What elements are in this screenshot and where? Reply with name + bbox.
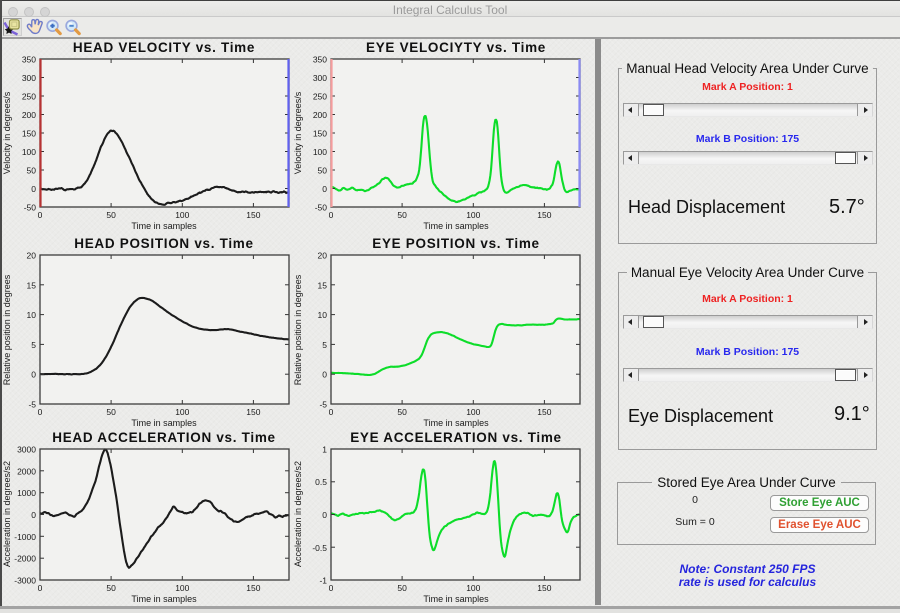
svg-text:100: 100	[175, 583, 189, 593]
svg-text:100: 100	[175, 210, 189, 220]
svg-text:100: 100	[22, 147, 36, 157]
svg-text:250: 250	[313, 92, 327, 102]
svg-text:Relative position in degrees: Relative position in degrees	[293, 274, 303, 385]
svg-text:100: 100	[175, 407, 189, 417]
svg-text:15: 15	[27, 280, 37, 290]
svg-text:Velocity in degrees/s: Velocity in degrees/s	[2, 91, 12, 174]
svg-text:Velocity in degrees/s: Velocity in degrees/s	[293, 91, 303, 174]
svg-text:0: 0	[322, 370, 327, 380]
svg-text:Time in samples: Time in samples	[423, 221, 489, 231]
svg-text:1000: 1000	[17, 488, 36, 498]
svg-text:10: 10	[318, 310, 328, 320]
svg-text:0: 0	[38, 210, 43, 220]
svg-text:HEAD POSITION vs. Time: HEAD POSITION vs. Time	[74, 236, 253, 251]
svg-text:350: 350	[313, 55, 327, 65]
svg-text:2000: 2000	[17, 466, 36, 476]
svg-text:0.5: 0.5	[315, 477, 327, 487]
svg-text:300: 300	[313, 73, 327, 83]
svg-text:300: 300	[22, 73, 36, 83]
svg-text:0: 0	[322, 184, 327, 194]
svg-text:1: 1	[322, 445, 327, 455]
svg-text:0: 0	[38, 407, 43, 417]
svg-text:0: 0	[329, 407, 334, 417]
svg-text:-0.5: -0.5	[312, 543, 327, 553]
svg-text:-50: -50	[24, 203, 37, 213]
svg-text:-2000: -2000	[14, 554, 36, 564]
svg-text:15: 15	[318, 280, 328, 290]
svg-text:Acceleration in degrees/s2: Acceleration in degrees/s2	[293, 461, 303, 567]
svg-text:250: 250	[22, 92, 36, 102]
svg-text:-3000: -3000	[14, 576, 36, 586]
svg-text:-1000: -1000	[14, 532, 36, 542]
svg-text:20: 20	[27, 251, 37, 261]
svg-text:-50: -50	[315, 203, 328, 213]
svg-text:150: 150	[537, 210, 551, 220]
svg-text:HEAD ACCELERATION vs. Time: HEAD ACCELERATION vs. Time	[52, 430, 275, 445]
svg-text:350: 350	[22, 55, 36, 65]
svg-text:150: 150	[22, 129, 36, 139]
svg-text:150: 150	[537, 407, 551, 417]
svg-text:100: 100	[466, 407, 480, 417]
svg-text:5: 5	[322, 340, 327, 350]
svg-text:150: 150	[313, 129, 327, 139]
svg-text:Time in samples: Time in samples	[131, 594, 197, 604]
svg-text:-5: -5	[28, 400, 36, 410]
svg-text:150: 150	[246, 407, 260, 417]
svg-text:100: 100	[466, 583, 480, 593]
svg-text:50: 50	[397, 210, 407, 220]
svg-text:Time in samples: Time in samples	[131, 221, 197, 231]
svg-text:Relative position in degrees: Relative position in degrees	[2, 274, 12, 385]
svg-text:200: 200	[313, 110, 327, 120]
svg-text:200: 200	[22, 110, 36, 120]
svg-text:Time in samples: Time in samples	[423, 418, 489, 428]
svg-text:Acceleration in degrees/s2: Acceleration in degrees/s2	[2, 461, 12, 567]
svg-text:0: 0	[322, 510, 327, 520]
svg-text:EYE VELOCIYTY vs. Time: EYE VELOCIYTY vs. Time	[366, 40, 546, 55]
svg-text:50: 50	[106, 210, 116, 220]
svg-text:20: 20	[318, 251, 328, 261]
svg-text:3000: 3000	[17, 445, 36, 455]
svg-text:-5: -5	[319, 400, 327, 410]
svg-text:150: 150	[246, 210, 260, 220]
svg-text:100: 100	[313, 147, 327, 157]
svg-text:HEAD VELOCITY vs. Time: HEAD VELOCITY vs. Time	[73, 40, 255, 55]
svg-text:100: 100	[466, 210, 480, 220]
svg-text:150: 150	[246, 583, 260, 593]
svg-text:-1: -1	[319, 576, 327, 586]
svg-text:EYE POSITION vs. Time: EYE POSITION vs. Time	[372, 236, 540, 251]
svg-text:Time in samples: Time in samples	[423, 594, 489, 604]
svg-text:50: 50	[106, 583, 116, 593]
svg-text:10: 10	[27, 310, 37, 320]
svg-text:EYE ACCELERATION vs. Time: EYE ACCELERATION vs. Time	[350, 430, 562, 445]
svg-text:50: 50	[397, 407, 407, 417]
svg-text:50: 50	[318, 166, 328, 176]
svg-text:0: 0	[31, 370, 36, 380]
svg-text:5: 5	[31, 340, 36, 350]
svg-text:0: 0	[38, 583, 43, 593]
svg-text:Time in samples: Time in samples	[131, 418, 197, 428]
svg-text:0: 0	[31, 184, 36, 194]
svg-text:0: 0	[31, 510, 36, 520]
svg-text:50: 50	[106, 407, 116, 417]
svg-text:0: 0	[329, 583, 334, 593]
svg-text:0: 0	[329, 210, 334, 220]
svg-text:150: 150	[537, 583, 551, 593]
svg-text:50: 50	[397, 583, 407, 593]
svg-text:50: 50	[27, 166, 37, 176]
